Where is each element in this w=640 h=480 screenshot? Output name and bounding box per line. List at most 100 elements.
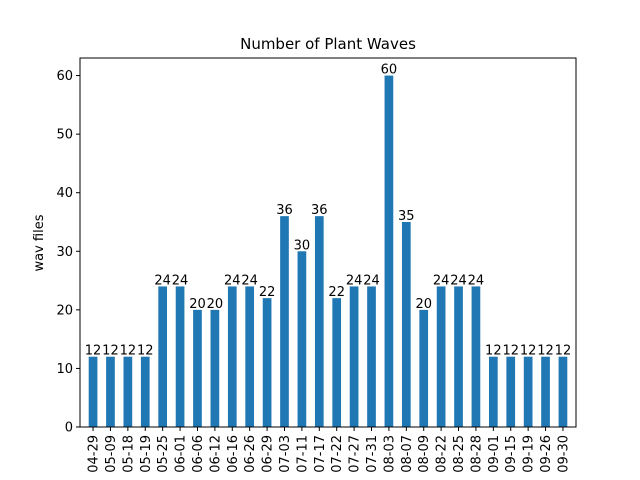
- bar-08-25: [454, 286, 463, 427]
- bar-07-27: [349, 286, 359, 427]
- y-tick-label: 20: [56, 303, 73, 318]
- x-tick-label: 06-06: [191, 435, 206, 473]
- bar-09-15: [506, 356, 516, 427]
- bar-06-26: [245, 286, 255, 427]
- bar-09-30: [558, 356, 568, 427]
- x-tick-label: 07-27: [348, 435, 363, 473]
- bar-value-label: 12: [102, 344, 119, 359]
- bar-07-22: [332, 298, 342, 427]
- x-tick-label: 09-30: [556, 435, 571, 473]
- bar-06-06: [193, 309, 202, 427]
- x-tick-label: 07-11: [295, 435, 310, 473]
- x-axis: 04-29 05-09 05-18 05-19 05-25 06-01 06-06 06-12…: [87, 427, 571, 473]
- bar-value-label: 12: [85, 344, 102, 359]
- bar-value-label: 24: [450, 273, 467, 288]
- bar-value-label: 20: [189, 297, 206, 312]
- x-tick-label: 06-29: [261, 435, 276, 473]
- bar-value-label: 35: [398, 209, 415, 224]
- bar-06-12: [210, 309, 220, 427]
- bar-08-09: [419, 309, 429, 427]
- x-tick-label: 07-17: [313, 435, 328, 473]
- x-tick-label: 07-22: [330, 435, 345, 473]
- bar-09-26: [541, 356, 550, 427]
- x-tick-label: 06-12: [208, 435, 223, 473]
- bar-value-label: 24: [363, 273, 380, 288]
- bar-06-29: [262, 298, 272, 427]
- y-tick-label: 0: [65, 421, 73, 436]
- bar-06-16: [227, 286, 237, 427]
- bar-value-label: 12: [537, 344, 554, 359]
- bars-layer: [88, 75, 568, 427]
- x-tick-label: 05-25: [156, 435, 171, 473]
- bar-value-label: 20: [207, 297, 224, 312]
- x-tick-label: 08-07: [400, 435, 415, 473]
- bar-05-25: [158, 286, 168, 427]
- bar-05-19: [140, 356, 150, 427]
- bar-04-29: [88, 356, 98, 427]
- bar-08-07: [401, 222, 411, 427]
- bar-05-18: [123, 356, 133, 427]
- x-tick-label: 09-15: [504, 435, 519, 473]
- plot-frame: [79, 57, 577, 428]
- bar-value-label: 22: [328, 285, 345, 300]
- bar-value-label: 24: [433, 273, 450, 288]
- bar-value-label: 12: [137, 344, 154, 359]
- x-tick-label: 05-18: [121, 435, 136, 473]
- bar-09-01: [488, 356, 498, 427]
- x-tick-label: 07-03: [278, 435, 293, 473]
- x-tick-label: 07-31: [365, 435, 380, 473]
- bar-07-03: [280, 216, 289, 427]
- bar-08-28: [471, 286, 481, 427]
- y-axis-label: wav files: [32, 214, 47, 271]
- x-tick-label: 09-19: [522, 435, 537, 473]
- bar-08-22: [436, 286, 446, 427]
- y-tick-label: 60: [56, 69, 73, 84]
- bar-value-label: 36: [276, 203, 293, 218]
- bar-07-31: [367, 286, 376, 427]
- y-axis: 0 10 20 30 40 50 60: [56, 69, 80, 436]
- x-tick-label: 05-09: [104, 435, 119, 473]
- y-tick-label: 30: [56, 245, 73, 260]
- y-tick-label: 40: [56, 186, 73, 201]
- bar-value-label: 24: [241, 273, 258, 288]
- bar-value-label: 24: [224, 273, 241, 288]
- x-tick-label: 08-09: [417, 435, 432, 473]
- bar-09-19: [523, 356, 533, 427]
- y-tick-label: 50: [56, 128, 73, 143]
- bar-05-09: [106, 356, 115, 427]
- x-tick-label: 08-03: [382, 435, 397, 473]
- bar-value-label: 12: [555, 344, 572, 359]
- bar-value-label: 24: [172, 273, 189, 288]
- bar-value-label: 24: [346, 273, 363, 288]
- chart-title: Number of Plant Waves: [240, 35, 416, 53]
- bar-07-17: [314, 216, 324, 427]
- bar-value-label: 12: [120, 344, 137, 359]
- bar-value-label: 36: [311, 203, 328, 218]
- bar-value-label: 30: [294, 238, 311, 253]
- bar-07-11: [297, 251, 307, 427]
- bar-06-01: [175, 286, 185, 427]
- x-tick-label: 08-28: [469, 435, 484, 473]
- x-tick-label: 09-26: [539, 435, 554, 473]
- x-tick-label: 06-01: [174, 435, 189, 473]
- x-tick-label: 05-19: [139, 435, 154, 473]
- x-tick-label: 06-26: [243, 435, 258, 473]
- x-tick-label: 08-22: [435, 435, 450, 473]
- x-tick-label: 04-29: [87, 435, 102, 473]
- bar-value-label: 24: [468, 273, 485, 288]
- bar-value-label: 20: [415, 297, 432, 312]
- x-tick-label: 06-16: [226, 435, 241, 473]
- bar-value-label: 60: [381, 63, 398, 78]
- y-tick-label: 10: [56, 362, 73, 377]
- bar-08-03: [384, 75, 394, 427]
- x-tick-label: 08-25: [452, 435, 467, 473]
- bar-value-label: 24: [154, 273, 171, 288]
- bar-value-label: 12: [485, 344, 502, 359]
- bar-value-label: 12: [520, 344, 537, 359]
- bar-value-label: 22: [259, 285, 276, 300]
- bar-value-label: 12: [502, 344, 519, 359]
- x-tick-label: 09-01: [487, 435, 502, 473]
